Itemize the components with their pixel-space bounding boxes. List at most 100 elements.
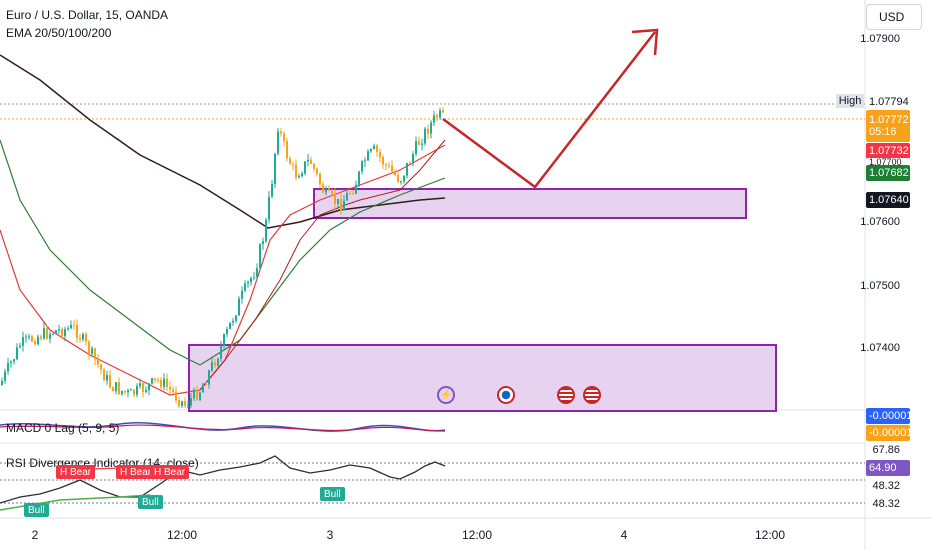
candle-body [376, 145, 378, 152]
candle-body [190, 398, 192, 406]
macd-signal-line [0, 424, 446, 432]
candle-body [121, 390, 123, 395]
candle-body [355, 185, 357, 194]
candle-body [220, 346, 222, 359]
candle-body [109, 375, 111, 388]
candle-body [4, 371, 6, 381]
candle-body [88, 341, 90, 354]
rsi-bull-signal: Bull [138, 495, 163, 509]
symbol-title[interactable]: Euro / U.S. Dollar, 15, OANDA [6, 8, 169, 22]
candle-body [292, 164, 294, 166]
candle-body [55, 330, 57, 334]
candle-body [223, 334, 225, 347]
candle-body [364, 160, 366, 162]
candle-body [343, 200, 345, 211]
candle-body [304, 161, 306, 174]
candle-body [169, 386, 171, 390]
candle-body [82, 334, 84, 340]
candle-body [295, 164, 297, 178]
rsi-bull-signal: Bull [320, 487, 345, 501]
rsi-value-tag: 64.90 [866, 460, 910, 476]
supply-demand-zone-lower[interactable] [188, 344, 777, 412]
ema-20-price-tag: 1.07732 [866, 143, 910, 159]
candle-body [415, 141, 417, 154]
projection-arrow-head [631, 28, 659, 56]
ema-indicator-label[interactable]: EMA 20/50/100/200 [6, 26, 112, 40]
candle-body [214, 362, 216, 366]
us-flag-event-icon[interactable] [583, 386, 601, 404]
candle-body [58, 329, 60, 331]
candle-body [139, 383, 141, 387]
macd-value-tag: -0.00001 [866, 408, 912, 424]
candle-body [265, 219, 267, 242]
candle-body [337, 199, 339, 205]
candle-body [25, 336, 27, 338]
candle-body [205, 384, 207, 386]
candle-body [328, 188, 330, 191]
candle-body [421, 143, 423, 145]
candle-body [13, 359, 15, 362]
candle-body [394, 171, 396, 175]
candle-body [424, 128, 426, 144]
candle-body [16, 347, 18, 360]
time-axis-label: 4 [620, 528, 628, 542]
candle-body [244, 283, 246, 291]
candle-body [49, 333, 51, 339]
rsi-lower-level: 48.32 [872, 498, 900, 510]
candle-body [388, 165, 390, 167]
candle-body [115, 382, 117, 392]
price-axis-label: 1.07600 [860, 216, 900, 228]
candle-body [196, 389, 198, 400]
macd-indicator-label[interactable]: MACD 0 Lag (5, 9, 5) [6, 421, 120, 435]
rsi-bear-signal: H Bear [116, 465, 156, 479]
candle-body [187, 405, 189, 407]
candle-body [370, 149, 372, 152]
candle-body [409, 162, 411, 164]
candle-body [226, 329, 228, 335]
candle-body [289, 158, 291, 165]
ema-100-line [0, 139, 446, 366]
us-flag-event-icon[interactable] [557, 386, 575, 404]
candle-body [202, 384, 204, 393]
projection-arrow[interactable] [442, 31, 656, 189]
candle-body [397, 174, 399, 182]
ema-100-price-tag: 1.07682 [866, 165, 910, 181]
candle-body [250, 277, 252, 282]
candle-body [91, 348, 93, 354]
ema-200-line [0, 54, 446, 229]
countdown-timer: 05:16 [869, 126, 897, 138]
candle-body [406, 162, 408, 176]
candle-body [142, 383, 144, 392]
candle-body [40, 336, 42, 339]
candle-body [85, 334, 87, 342]
high-price-tag: 1.07794 [866, 94, 910, 110]
candle-body [37, 336, 39, 345]
globe-event-icon[interactable] [497, 386, 515, 404]
candle-body [22, 337, 24, 346]
candle-body [439, 110, 441, 118]
candle-body [400, 181, 402, 183]
candle-body [301, 173, 303, 177]
candle-body [31, 336, 33, 342]
candle-body [232, 320, 234, 323]
candle-body [361, 161, 363, 172]
lightning-event-icon[interactable]: ⚡ [437, 386, 455, 404]
candle-body [124, 390, 126, 393]
candle-body [154, 378, 156, 380]
candle-body [259, 244, 261, 269]
candle-body [319, 173, 321, 185]
candle-body [43, 328, 45, 339]
candle-body [349, 193, 351, 195]
rsi-bear-signal: H Bear [56, 465, 96, 479]
candle-body [64, 329, 66, 337]
candle-body [7, 363, 9, 372]
candle-body [286, 141, 288, 159]
candle-body [175, 391, 177, 401]
last-price-value: 1.07772 [869, 114, 909, 126]
candle-body [271, 184, 273, 197]
candle-body [442, 110, 444, 113]
candle-body [160, 380, 162, 387]
hidden-price-tag: 1.07700 [866, 158, 910, 165]
currency-selector-button[interactable]: USD [866, 4, 922, 30]
